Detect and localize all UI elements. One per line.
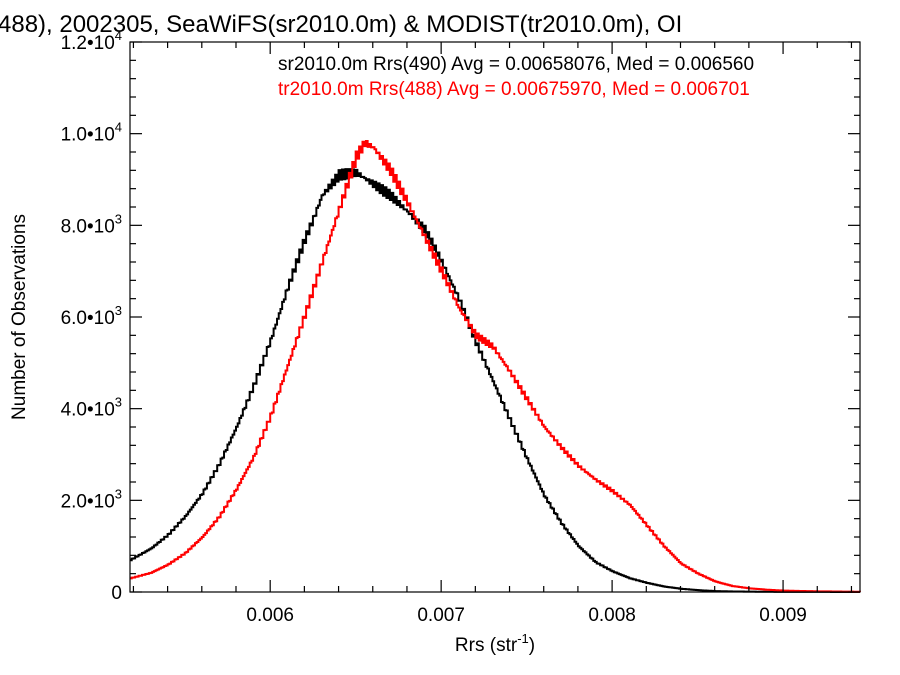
series-layer: [130, 139, 861, 593]
y-tick-label: 0: [111, 583, 122, 604]
y-tick-label: 1.2•104: [61, 28, 122, 54]
y-tick-label: 6.0•103: [61, 303, 122, 329]
y-tick-label: 2.0•103: [61, 486, 122, 512]
legend-entry-sr2010: sr2010.0m Rrs(490) Avg = 0.00658076, Med…: [278, 54, 754, 75]
series-line-0: [130, 168, 860, 593]
y-tick-label: 8.0•103: [61, 211, 122, 237]
y-tick-label: 1.0•104: [61, 120, 122, 146]
x-axis-label: Rrs (str-1): [455, 631, 535, 656]
y-tick-label: 4.0•103: [61, 395, 122, 421]
plot-frame: [129, 41, 861, 593]
x-tick-label: 0.007: [417, 605, 465, 626]
x-tick-label: 0.008: [588, 605, 636, 626]
x-axis-label-superscript: -1: [517, 631, 529, 646]
series-line-1: [130, 139, 861, 593]
x-tick-label: 0.006: [246, 605, 294, 626]
x-tick-label: 0.009: [759, 605, 807, 626]
y-axis-label: Number of Observations: [9, 214, 30, 420]
ticks-layer: 0.006 0.007 0.008 0.009 0 2.0•103 4.0•103 6.0•1…: [61, 28, 860, 626]
legend-entry-tr2010: tr2010.0m Rrs(488) Avg = 0.00675970, Med…: [278, 79, 750, 100]
chart-title: s(488), 2002305, SeaWiFS(sr2010.0m) & MO…: [0, 11, 682, 38]
